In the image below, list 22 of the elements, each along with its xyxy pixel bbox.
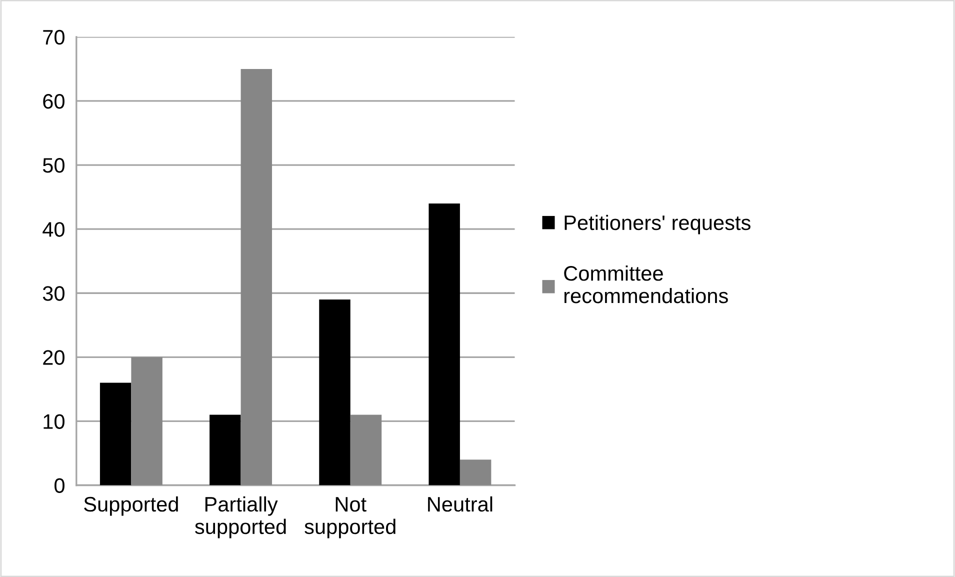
y-tick-label: 10: [44, 414, 64, 429]
legend-label: Committee recommendations: [564, 265, 728, 304]
x-tick-label: Neutral: [428, 496, 492, 512]
x-tick-label: Supported: [84, 496, 178, 516]
bar: [350, 414, 382, 486]
x-tick-label: Not supported: [304, 497, 396, 538]
y-tick-label: 60: [43, 94, 64, 109]
bar: [460, 460, 492, 486]
y-tick-label: 0: [54, 478, 64, 494]
y-tick-label: 50: [42, 158, 64, 173]
bar: [100, 382, 132, 486]
y-tick-label: 30: [42, 286, 64, 301]
y-tick-label: 70: [43, 30, 64, 45]
y-tick-label: 40: [42, 222, 64, 237]
bar: [240, 68, 272, 486]
bar: [210, 414, 241, 486]
bar: [428, 203, 460, 486]
bar: [131, 357, 162, 486]
bar: [319, 300, 350, 486]
x-tick-label: Partially supported: [195, 496, 286, 538]
y-tick-label: 20: [43, 350, 64, 365]
legend-label: Petitioners' requests: [564, 214, 750, 234]
